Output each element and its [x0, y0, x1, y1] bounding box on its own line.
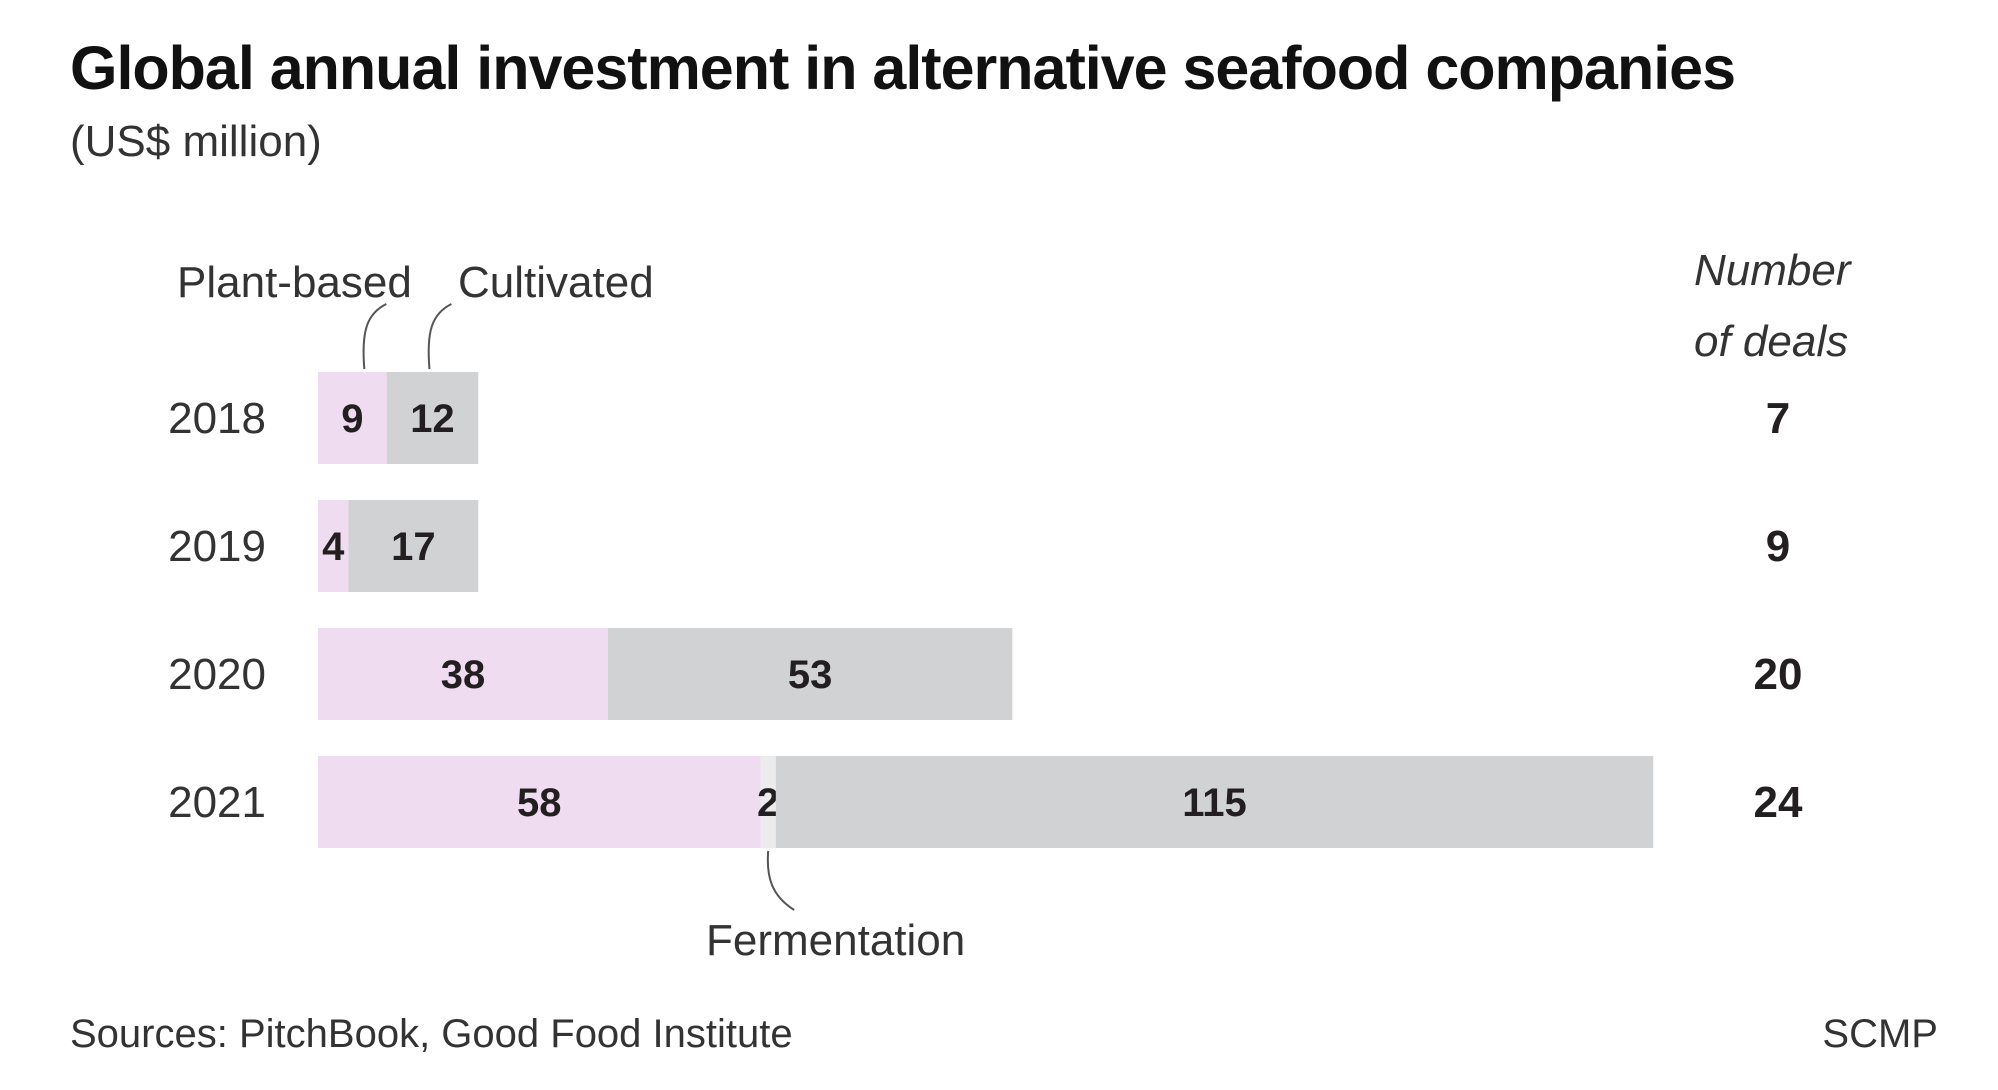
- value-label-plant-based-2018: 9: [341, 397, 363, 441]
- year-label-2019: 2019: [168, 522, 266, 571]
- bar-cultivated-2019: [348, 500, 479, 592]
- value-label-cultivated-2021: 115: [1182, 781, 1247, 825]
- leader-line-fermentation: [766, 850, 795, 911]
- value-label-plant-based-2021: 58: [517, 781, 562, 825]
- year-label-2021: 2021: [168, 778, 266, 827]
- leader-line-plant-based: [362, 303, 387, 370]
- chart-title: Global annual investment in alternative …: [70, 34, 1736, 102]
- value-label-cultivated-2018: 12: [410, 397, 455, 441]
- value-label-cultivated-2019: 17: [391, 525, 436, 569]
- deals-count-2019: 9: [1766, 522, 1790, 571]
- value-label-fermentation-2021: 2: [757, 781, 779, 825]
- deals-header-line-1: Number: [1694, 246, 1853, 295]
- annotation-fermentation: Fermentation: [706, 916, 965, 965]
- bar-plant-based-2021: [318, 756, 761, 848]
- value-label-cultivated-2020: 53: [788, 653, 833, 697]
- source-note: Sources: PitchBook, Good Food Institute: [70, 1012, 793, 1056]
- leader-line-cultivated: [427, 303, 452, 370]
- bar-cultivated-2020: [607, 628, 1013, 720]
- deals-count-2018: 7: [1766, 394, 1790, 443]
- bar-fermentation-2021: [760, 756, 776, 848]
- bar-cultivated-2021: [775, 756, 1654, 848]
- deals-header-line-2: of deals: [1694, 317, 1848, 366]
- annotation-cultivated: Cultivated: [458, 258, 654, 307]
- bar-plant-based-2020: [318, 628, 608, 720]
- bar-cultivated-2018: [386, 372, 479, 464]
- value-label-plant-based-2019: 4: [322, 525, 345, 569]
- chart-subtitle: (US$ million): [70, 117, 322, 166]
- value-label-plant-based-2020: 38: [441, 653, 486, 697]
- deals-count-2020: 20: [1754, 650, 1803, 699]
- bar-plant-based-2018: [318, 372, 387, 464]
- deals-count-2021: 24: [1754, 778, 1803, 827]
- annotation-plant-based: Plant-based: [177, 258, 412, 307]
- bar-plant-based-2019: [318, 500, 349, 592]
- year-label-2018: 2018: [168, 394, 266, 443]
- publisher-credit: SCMP: [1822, 1012, 1938, 1056]
- year-label-2020: 2020: [168, 650, 266, 699]
